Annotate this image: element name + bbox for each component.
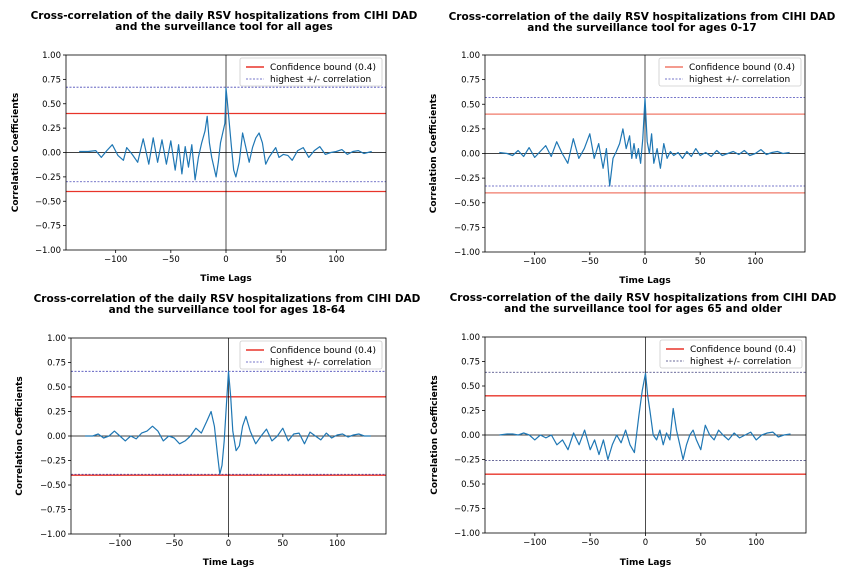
legend: Confidence bound (0.4) highest +/- correl… [659, 339, 803, 369]
chart-panel-3: Cross-correlation of the daily RSV hospi… [15, 293, 421, 568]
x-tick-label: −100 [523, 257, 546, 267]
y-tick-label: −0.25 [35, 173, 61, 183]
y-tick-label: 0.50 [461, 100, 480, 110]
y-tick-label: 1.00 [42, 51, 61, 61]
chart-panel-1: Cross-correlation of the daily RSV hospi… [11, 10, 418, 284]
y-axis-label: Correlation Coefficients [11, 93, 21, 213]
chart-title: Cross-correlation of the daily RSV hospi… [34, 293, 421, 305]
legend: Confidence bound (0.4) highest +/- correl… [239, 340, 383, 370]
y-tick-label: −0.25 [454, 456, 480, 466]
chart-title: Cross-correlation of the daily RSV hospi… [31, 10, 418, 22]
y-axis-label: Correlation Coefficients [429, 94, 439, 214]
y-tick-label: 0.50 [461, 480, 480, 490]
x-tick-label: 100 [748, 538, 764, 548]
x-tick-label: 50 [276, 255, 287, 265]
y-tick-label: 0.50 [461, 382, 480, 392]
y-tick-label: 0.25 [42, 124, 61, 134]
y-tick-label: 1.00 [461, 333, 480, 343]
y-tick-label: 0.50 [47, 383, 66, 393]
legend: Confidence bound (0.4) highest +/- correl… [239, 57, 383, 87]
x-tick-label: −100 [523, 538, 546, 548]
x-tick-label: 50 [277, 539, 288, 549]
chart-subtitle: and the surveillance tool for ages 18-64 [109, 304, 346, 316]
chart-panel-4: Cross-correlation of the daily RSV hospi… [430, 292, 837, 568]
legend-box [239, 57, 383, 87]
x-tick-label: −50 [581, 538, 599, 548]
x-axis-label: Time Lags [203, 558, 254, 568]
y-tick-label: −0.25 [454, 174, 480, 184]
y-tick-label: 0.00 [47, 432, 66, 442]
y-tick-label: 1.00 [47, 334, 66, 344]
legend-box [239, 340, 383, 370]
y-axis-label: Correlation Coefficients [15, 376, 25, 496]
x-axis-label: Time Lags [200, 274, 251, 284]
y-axis-label: Correlation Coefficients [430, 375, 440, 495]
y-tick-label: 0.75 [42, 75, 61, 85]
x-tick-label: 0 [223, 255, 228, 265]
y-tick-label: −0.50 [40, 481, 66, 491]
y-tick-label: 0.25 [461, 407, 480, 417]
y-tick-label: 0.25 [47, 408, 66, 418]
y-tick-label: −1.00 [40, 530, 66, 540]
x-tick-label: −100 [108, 539, 131, 549]
legend-box [659, 339, 803, 369]
series-line-1 [79, 87, 372, 181]
legend-highest-label: highest +/- correlation [689, 75, 790, 85]
legend-highest-label: highest +/- correlation [270, 358, 371, 368]
chart-subtitle: and the surveillance tool for ages 0-17 [527, 22, 756, 34]
y-tick-label: 0.00 [461, 150, 480, 160]
y-tick-label: 0.75 [461, 76, 480, 86]
chart-title: Cross-correlation of the daily RSV hospi… [449, 11, 836, 23]
chart-subtitle: and the surveillance tool for all ages [115, 21, 332, 33]
y-tick-label: −0.50 [35, 197, 61, 207]
legend-confidence-label: Confidence bound (0.4) [689, 63, 795, 73]
legend-box [658, 57, 802, 87]
y-tick-label: 0.25 [461, 125, 480, 135]
y-tick-label: −0.75 [35, 222, 61, 232]
legend-highest-label: highest +/- correlation [690, 357, 791, 367]
y-tick-label: −1.00 [454, 248, 480, 258]
y-tick-label: −0.75 [40, 506, 66, 516]
y-tick-label: 0.00 [42, 149, 61, 159]
x-tick-label: −50 [162, 255, 180, 265]
x-tick-label: 100 [329, 539, 345, 549]
y-tick-label: −0.75 [454, 223, 480, 233]
legend: Confidence bound (0.4) highest +/- correl… [658, 57, 802, 87]
y-tick-label: −0.25 [40, 457, 66, 467]
legend-confidence-label: Confidence bound (0.4) [270, 63, 376, 73]
x-tick-label: 0 [643, 538, 648, 548]
legend-highest-label: highest +/- correlation [270, 75, 371, 85]
x-axis-label: Time Lags [619, 276, 670, 286]
series-line-1 [499, 97, 790, 187]
x-tick-label: −50 [165, 539, 183, 549]
series-line-1 [499, 372, 791, 461]
y-tick-label: −1.00 [35, 246, 61, 256]
x-axis-label: Time Lags [620, 558, 671, 568]
x-tick-label: −100 [104, 255, 127, 265]
series-line-1 [85, 370, 371, 475]
chart-subtitle: and the surveillance tool for ages 65 an… [504, 303, 783, 315]
chart-panel-2: Cross-correlation of the daily RSV hospi… [429, 11, 836, 286]
x-tick-label: −50 [581, 257, 599, 267]
y-tick-label: −0.50 [454, 199, 480, 209]
y-tick-label: 1.00 [461, 51, 480, 61]
x-tick-label: 100 [328, 255, 344, 265]
legend-confidence-label: Confidence bound (0.4) [690, 345, 796, 355]
y-tick-label: 0.75 [461, 358, 480, 368]
y-tick-label: −1.00 [454, 529, 480, 539]
chart-title: Cross-correlation of the daily RSV hospi… [450, 292, 837, 304]
x-tick-label: 0 [226, 539, 231, 549]
x-tick-label: 50 [695, 257, 706, 267]
x-tick-label: 0 [642, 257, 647, 267]
y-tick-label: 0.75 [47, 359, 66, 369]
x-tick-label: 50 [695, 538, 706, 548]
legend-confidence-label: Confidence bound (0.4) [270, 346, 376, 356]
y-tick-label: 0.50 [42, 100, 61, 110]
y-tick-label: −0.75 [454, 505, 480, 515]
y-tick-label: 0.00 [461, 431, 480, 441]
x-tick-label: 100 [747, 257, 763, 267]
